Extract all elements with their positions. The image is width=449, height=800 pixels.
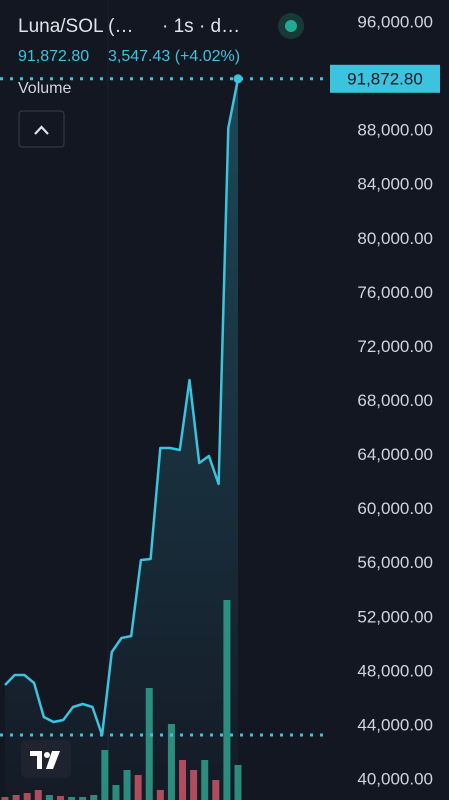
y-tick-label: 40,000.00 bbox=[357, 769, 433, 788]
last-point bbox=[233, 74, 243, 84]
y-tick-label: 80,000.00 bbox=[357, 229, 433, 248]
y-tick-label: 88,000.00 bbox=[357, 121, 433, 140]
y-tick-label: 44,000.00 bbox=[357, 715, 433, 734]
y-tick-label: 72,000.00 bbox=[357, 337, 433, 356]
y-tick-label: 60,000.00 bbox=[357, 499, 433, 518]
change: 3,547.43 (+4.02%) bbox=[108, 48, 240, 65]
y-tick-label: 68,000.00 bbox=[357, 391, 433, 410]
chart-title: Luna/SOL (… bbox=[18, 16, 133, 37]
logo bbox=[21, 740, 71, 778]
price-line bbox=[4, 78, 240, 737]
interval: · 1s · d… bbox=[162, 16, 240, 37]
chevron-up bbox=[34, 125, 49, 135]
price-tag-label: 91,872.80 bbox=[347, 69, 423, 88]
status-dot bbox=[285, 20, 297, 32]
y-tick-label: 96,000.00 bbox=[357, 12, 433, 31]
y-tick-label: 48,000.00 bbox=[357, 661, 433, 680]
y-tick-label: 76,000.00 bbox=[357, 283, 433, 302]
area-fill bbox=[5, 78, 238, 800]
price-tag bbox=[330, 64, 440, 93]
y-tick-label: 56,000.00 bbox=[357, 553, 433, 572]
plot: 40,000.00 44,000.00 48,000.00 52,000.00 56,0… bbox=[0, 12, 440, 800]
volume-label: Volume bbox=[18, 80, 71, 97]
collapse-button[interactable] bbox=[18, 110, 65, 148]
y-tick-label: 52,000.00 bbox=[357, 607, 433, 626]
y-tick-label: 64,000.00 bbox=[357, 445, 433, 464]
y-tick-label: 84,000.00 bbox=[357, 175, 433, 194]
price: 91,872.80 bbox=[18, 48, 89, 65]
